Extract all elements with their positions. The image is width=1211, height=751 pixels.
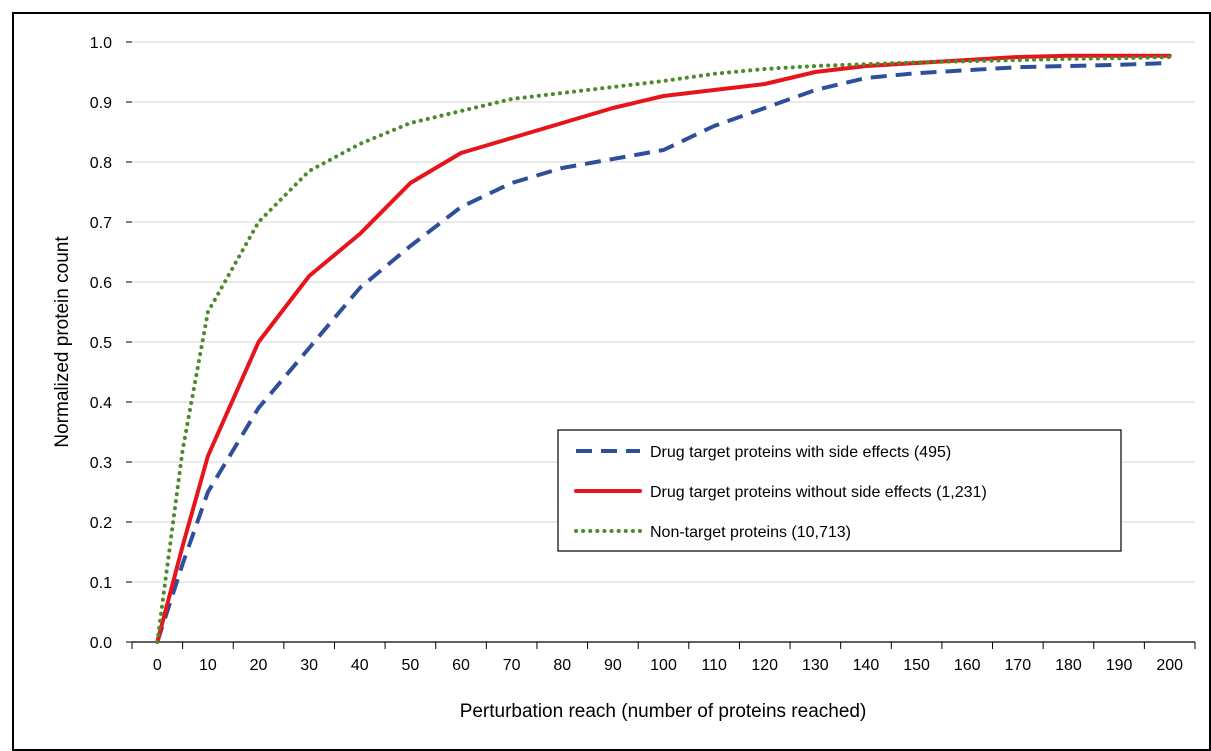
y-tick-label: 0.0 [90, 635, 112, 652]
x-axis-title: Perturbation reach (number of proteins r… [460, 701, 867, 722]
legend-label-1: Drug target proteins with side effects (… [650, 444, 951, 461]
gridlines [132, 41, 1195, 583]
x-tick-label: 40 [351, 657, 369, 674]
x-tick-label: 160 [954, 657, 981, 674]
legend-label-2: Drug target proteins without side effect… [650, 484, 987, 501]
x-tick-label: 70 [503, 657, 521, 674]
x-tick-label: 20 [250, 657, 268, 674]
x-tick-label: 0 [153, 657, 162, 674]
chart-frame [12, 12, 1211, 751]
y-tick-label: 0.1 [90, 575, 112, 592]
series-line-3 [155, 55, 1172, 644]
y-tick-label: 0.7 [90, 215, 112, 232]
x-tick-label: 120 [751, 657, 778, 674]
series-line-1 [155, 61, 1170, 643]
tick-labels: 0.0 0.1 0.2 0.3 0.4 0.5 0.6 0.7 0.8 0.9 1.0 0 10 20 30… [90, 35, 1183, 674]
x-tick-label: 110 [701, 657, 727, 674]
x-tick-label: 150 [903, 657, 930, 674]
legend-label-3: Non-target proteins (10,713) [650, 524, 851, 541]
y-tick-label: 0.3 [90, 455, 112, 472]
series-line-2 [155, 53, 1172, 644]
x-tick-label: 130 [802, 657, 829, 674]
y-tick-label: 0.9 [90, 95, 112, 112]
legend-box [557, 429, 1122, 552]
x-tick-label: 100 [650, 657, 677, 674]
series-lines [155, 53, 1172, 644]
y-tick-label: 0.8 [90, 155, 112, 172]
x-tick-label: 30 [300, 657, 318, 674]
y-axis-title: Normalized protein count [52, 236, 73, 448]
axes [126, 41, 1196, 649]
y-tick-label: 0.4 [90, 395, 112, 412]
x-tick-label: 50 [402, 657, 420, 674]
y-tick-label: 0.6 [90, 275, 112, 292]
x-tick-label: 80 [553, 657, 571, 674]
legend: Drug target proteins with side effects (… [557, 429, 1122, 552]
y-tick-label: 1.0 [90, 35, 112, 52]
y-tick-label: 0.2 [90, 515, 112, 532]
x-tick-label: 170 [1004, 657, 1031, 674]
x-tick-label: 140 [853, 657, 880, 674]
x-tick-label: 190 [1106, 657, 1133, 674]
x-tick-label: 180 [1055, 657, 1082, 674]
y-tick-label: 0.5 [90, 335, 112, 352]
x-tick-label: 10 [199, 657, 217, 674]
x-tick-label: 90 [604, 657, 622, 674]
x-tick-label: 200 [1156, 657, 1183, 674]
x-tick-label: 60 [452, 657, 470, 674]
